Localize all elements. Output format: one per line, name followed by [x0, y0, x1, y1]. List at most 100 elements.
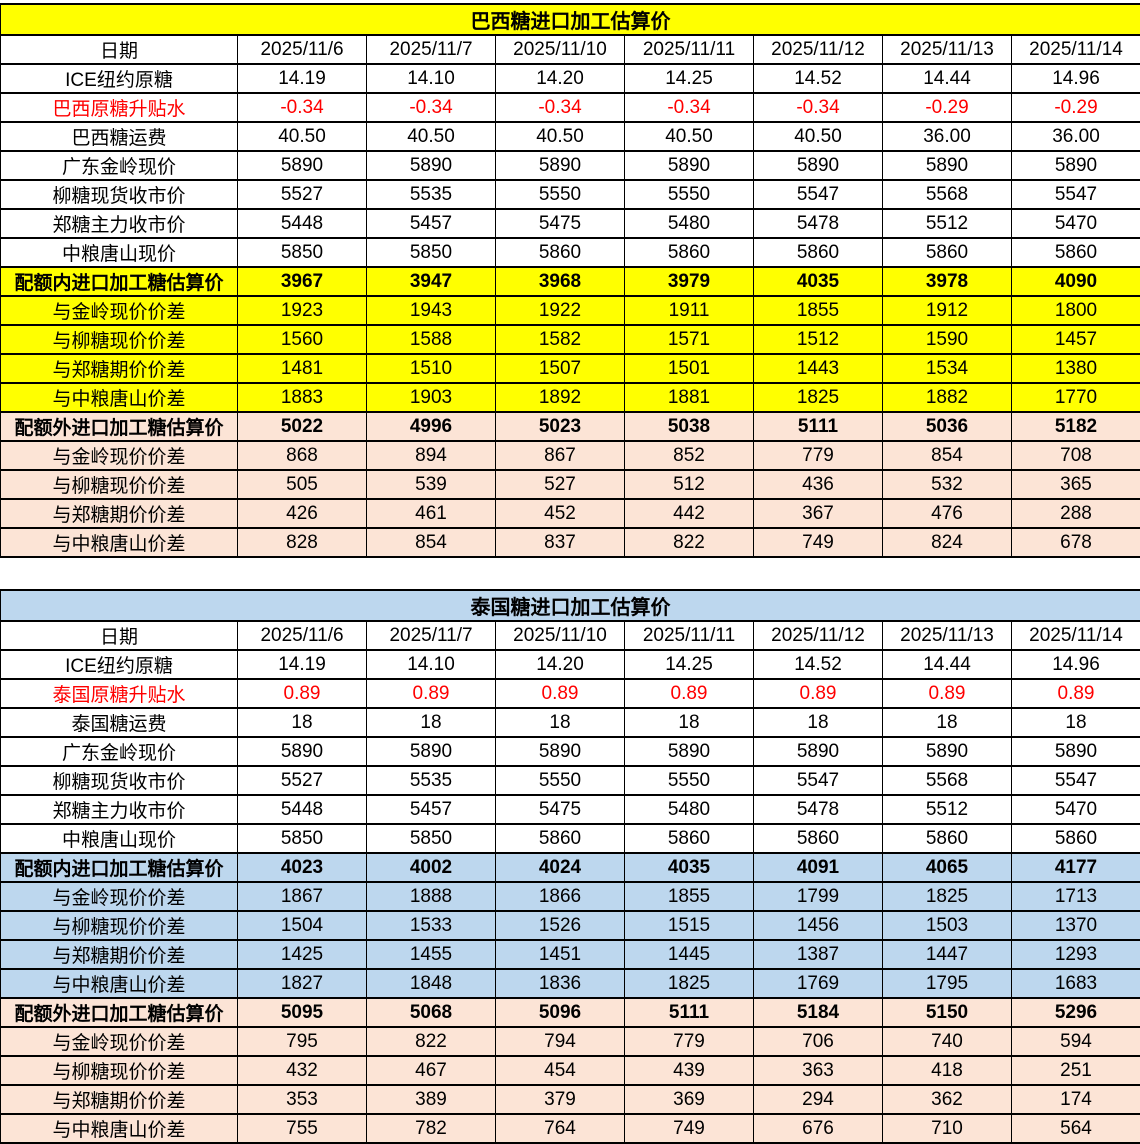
value-cell: 1799 — [754, 882, 883, 911]
value-cell: 5448 — [238, 209, 367, 238]
value-cell: 5111 — [754, 412, 883, 441]
value-cell: 1882 — [883, 383, 1012, 412]
value-cell: 5890 — [496, 151, 625, 180]
value-cell: 4024 — [496, 853, 625, 882]
value-cell: 1769 — [754, 969, 883, 998]
value-cell: 3967 — [238, 267, 367, 296]
value-cell: 36.00 — [883, 122, 1012, 151]
value-cell: 5860 — [625, 824, 754, 853]
value-cell: 14.19 — [238, 64, 367, 93]
value-cell: 5860 — [496, 238, 625, 267]
value-cell: 365 — [1012, 470, 1140, 499]
value-cell: 5547 — [1012, 766, 1140, 795]
value-cell: 779 — [754, 441, 883, 470]
value-cell: 3947 — [367, 267, 496, 296]
value-cell: 1370 — [1012, 911, 1140, 940]
value-cell: 1456 — [754, 911, 883, 940]
value-cell: 5890 — [1012, 737, 1140, 766]
value-cell: 40.50 — [367, 122, 496, 151]
value-cell: 1588 — [367, 325, 496, 354]
value-cell: 854 — [883, 441, 1012, 470]
value-cell: 1534 — [883, 354, 1012, 383]
table-title: 巴西糖进口加工估算价 — [1, 4, 1140, 35]
value-cell: 1825 — [883, 882, 1012, 911]
value-cell: 532 — [883, 470, 1012, 499]
row-label: 巴西原糖升贴水 — [1, 93, 238, 122]
value-cell: 1903 — [367, 383, 496, 412]
value-cell: 5890 — [238, 737, 367, 766]
row-label: 与中粮唐山价差 — [1, 1114, 238, 1143]
value-cell: 5860 — [883, 238, 1012, 267]
value-cell: 539 — [367, 470, 496, 499]
value-cell: 5457 — [367, 209, 496, 238]
value-cell: 5448 — [238, 795, 367, 824]
value-cell: 1943 — [367, 296, 496, 325]
value-cell: 40.50 — [238, 122, 367, 151]
row-label: 与金岭现价价差 — [1, 296, 238, 325]
value-cell: 5022 — [238, 412, 367, 441]
row-label: 泰国糖运费 — [1, 708, 238, 737]
value-cell: 14.25 — [625, 64, 754, 93]
value-cell: 1443 — [754, 354, 883, 383]
value-cell: 251 — [1012, 1056, 1140, 1085]
row-label: 与中粮唐山价差 — [1, 969, 238, 998]
value-cell: 1387 — [754, 940, 883, 969]
value-cell: 4035 — [625, 853, 754, 882]
value-cell: 5850 — [238, 238, 367, 267]
value-cell: 0.89 — [367, 679, 496, 708]
date-header-label: 日期 — [1, 35, 238, 64]
value-cell: 5890 — [496, 737, 625, 766]
value-cell: 1848 — [367, 969, 496, 998]
value-cell: 5550 — [625, 766, 754, 795]
value-cell: 1481 — [238, 354, 367, 383]
date-header-cell: 2025/11/11 — [625, 35, 754, 64]
value-cell: 14.20 — [496, 64, 625, 93]
value-cell: 505 — [238, 470, 367, 499]
row-label: 与金岭现价价差 — [1, 882, 238, 911]
value-cell: 1503 — [883, 911, 1012, 940]
value-cell: 1713 — [1012, 882, 1140, 911]
row-label: 与中粮唐山价差 — [1, 528, 238, 557]
value-cell: 369 — [625, 1085, 754, 1114]
value-cell: 18 — [754, 708, 883, 737]
value-cell: 426 — [238, 499, 367, 528]
value-cell: 5068 — [367, 998, 496, 1027]
value-cell: 5475 — [496, 209, 625, 238]
value-cell: 678 — [1012, 528, 1140, 557]
value-cell: 454 — [496, 1056, 625, 1085]
table-title-row: 泰国糖进口加工估算价 — [1, 590, 1140, 621]
date-header-cell: 2025/11/6 — [238, 621, 367, 650]
value-cell: 14.96 — [1012, 64, 1140, 93]
value-cell: -0.34 — [754, 93, 883, 122]
value-cell: 1447 — [883, 940, 1012, 969]
value-cell: 294 — [754, 1085, 883, 1114]
value-cell: 0.89 — [754, 679, 883, 708]
value-cell: 5890 — [754, 737, 883, 766]
value-cell: 0.89 — [1012, 679, 1140, 708]
value-cell: 4996 — [367, 412, 496, 441]
row-label: 与柳糖现价价差 — [1, 1056, 238, 1085]
value-cell: 1293 — [1012, 940, 1140, 969]
table-title: 泰国糖进口加工估算价 — [1, 590, 1140, 621]
value-cell: -0.34 — [367, 93, 496, 122]
value-cell: 40.50 — [754, 122, 883, 151]
value-cell: 5038 — [625, 412, 754, 441]
value-cell: 3978 — [883, 267, 1012, 296]
value-cell: 1836 — [496, 969, 625, 998]
value-cell: 5096 — [496, 998, 625, 1027]
value-cell: 452 — [496, 499, 625, 528]
value-cell: 5890 — [883, 151, 1012, 180]
date-header-cell: 2025/11/12 — [754, 621, 883, 650]
value-cell: 14.10 — [367, 650, 496, 679]
value-cell: 779 — [625, 1027, 754, 1056]
value-cell: 0.89 — [883, 679, 1012, 708]
table-row: 巴西原糖升贴水-0.34-0.34-0.34-0.34-0.34-0.29-0.… — [1, 93, 1140, 122]
value-cell: 1455 — [367, 940, 496, 969]
